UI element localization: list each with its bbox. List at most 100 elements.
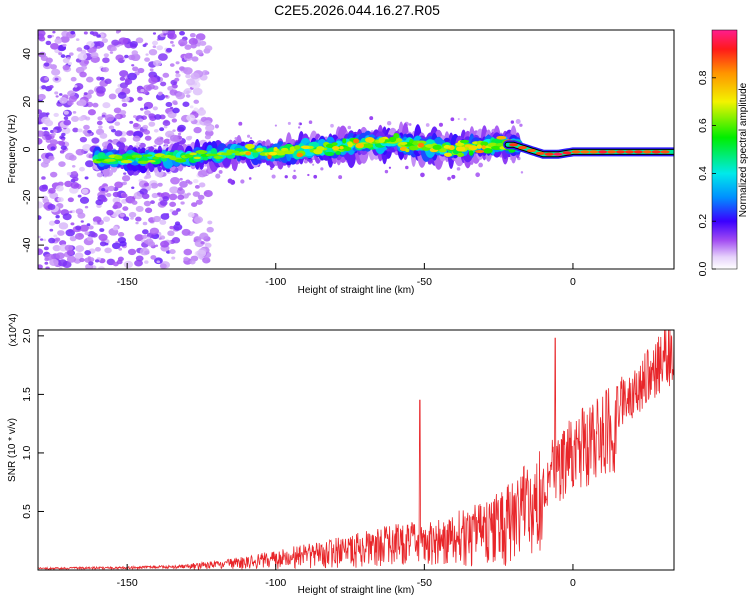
spectrogram-x-tick-label: -150 <box>117 276 138 288</box>
spectrogram-noise-cell <box>175 61 180 65</box>
spectrogram-noise-cell <box>44 253 54 261</box>
spectrogram-tone-peak <box>598 150 608 154</box>
spectrogram-noise-cell <box>190 43 197 49</box>
spectrogram-noise-cell <box>186 192 191 196</box>
spectrogram-noise-cell <box>42 238 47 242</box>
spectrogram-noise-cell <box>111 242 121 250</box>
spectrogram-noise-cell <box>82 129 90 135</box>
spectrogram-noise-cell <box>135 37 144 44</box>
spectrogram-noise-cell <box>64 244 74 252</box>
spectrogram-noise-cell <box>84 231 90 236</box>
spectrogram-noise-cell <box>112 191 120 198</box>
spectrogram-signal-cell <box>268 151 278 156</box>
spectrogram-noise-cell <box>151 40 158 46</box>
spectrogram-noise-cell <box>60 54 66 58</box>
spectrogram-noise-cell <box>123 216 130 222</box>
spectrogram-signal-cell <box>491 145 503 150</box>
spectrogram-panel: -150 -100 -50 0 -40 -20 0 20 40 Height of strai… <box>7 29 675 296</box>
spectrogram-noise-cell <box>153 128 159 133</box>
spectrogram-noise-cell <box>195 49 203 56</box>
spectrogram-noise-cell <box>38 201 44 209</box>
spectrogram-noise-cell <box>173 223 183 231</box>
spectrogram-noise-cell <box>330 123 334 128</box>
spectrogram-noise-cell <box>68 95 78 103</box>
snr-y-tick-label: 1.0 <box>21 445 33 460</box>
spectrogram-noise-cell <box>111 39 120 46</box>
spectrogram-noise-cell <box>169 134 179 142</box>
snr-x-label: Height of straight line (km) <box>298 585 415 596</box>
spectrogram-noise-cell <box>96 45 101 50</box>
spectrogram-noise-cell <box>114 181 123 189</box>
spectrogram-noise-cell <box>179 31 185 36</box>
spectrogram-x-tick-label: -50 <box>417 276 432 288</box>
spectrogram-noise-cell <box>388 166 392 169</box>
spectrogram-tone-peak <box>571 150 581 154</box>
spectrogram-noise-cell <box>72 176 79 182</box>
spectrogram-y-tick-label: 40 <box>21 48 33 60</box>
spectrogram-y-ticks: -40 -20 0 20 40 <box>21 48 44 253</box>
spectrogram-signal-cell <box>362 143 374 149</box>
spectrogram-signal-cell <box>468 145 478 151</box>
spectrogram-noise-cell <box>100 197 108 203</box>
spectrogram-signal-cell <box>135 154 143 159</box>
spectrogram-y-tick-label: 0 <box>21 146 33 152</box>
spectrogram-noise-cell <box>189 105 194 109</box>
spectrogram-noise-cell <box>131 186 135 189</box>
spectrogram-noise-cell <box>134 259 143 267</box>
spectrogram-noise-cell <box>188 37 198 46</box>
spectrogram-noise-cell <box>75 225 82 231</box>
spectrogram-noise-cell <box>72 170 78 175</box>
snr-x-tick-label: 0 <box>570 577 576 589</box>
spectrogram-noise-cell <box>131 64 135 67</box>
spectrogram-noise-cell <box>201 70 209 76</box>
spectrogram-noise-cell <box>38 137 43 145</box>
spectrogram-noise-cell <box>64 180 73 188</box>
spectrogram-signal-cell <box>481 145 486 150</box>
spectrogram-noise-cell <box>157 192 161 196</box>
spectrogram-noise-cell <box>165 47 173 53</box>
spectrogram-noise-cell <box>140 88 145 93</box>
spectrogram-noise-cell <box>95 199 104 206</box>
spectrogram-noise-cell <box>207 220 213 225</box>
spectrogram-noise-cell <box>147 83 155 90</box>
spectrogram-noise-cell <box>48 85 54 89</box>
spectrogram-noise-cell <box>164 94 168 98</box>
spectrogram-noise-cell <box>88 225 94 230</box>
spectrogram-noise-cell <box>197 194 205 200</box>
spectrogram-signal-cell <box>195 149 208 155</box>
spectrogram-noise-cell <box>79 196 90 204</box>
spectrogram-noise-cell <box>57 197 64 203</box>
spectrogram-signal-cell <box>137 160 149 165</box>
spectrogram-y-label: Frequency (Hz) <box>7 115 18 184</box>
spectrogram-noise-cell <box>70 222 75 226</box>
spectrogram-noise-cell <box>196 43 201 47</box>
spectrogram-noise-cell <box>78 233 83 237</box>
spectrogram-noise-cell <box>149 68 154 72</box>
spectrogram-noise-cell <box>54 77 59 81</box>
spectrogram-noise-cell <box>124 78 133 85</box>
spectrogram-noise-cell <box>144 110 151 116</box>
spectrogram-noise-cell <box>114 121 121 126</box>
spectrogram-noise-cell <box>144 260 149 264</box>
spectrogram-noise-cell <box>48 237 56 244</box>
spectrogram-noise-cell <box>67 90 76 97</box>
spectrogram-noise-cell <box>133 122 139 128</box>
spectrogram-noise-cell <box>197 169 208 178</box>
spectrogram-signal-cell <box>476 144 482 149</box>
spectrogram-noise-cell <box>121 175 131 182</box>
spectrogram-noise-cell <box>119 240 127 247</box>
spectrogram-noise-cell <box>57 140 62 145</box>
spectrogram-noise-cell <box>74 84 78 88</box>
spectrogram-noise-cell <box>447 176 451 181</box>
spectrogram-noise-cell <box>274 124 277 127</box>
spectrogram-noise-cell <box>204 124 214 132</box>
spectrogram-signal-cell <box>480 141 489 147</box>
spectrogram-noise-cell <box>99 132 108 139</box>
spectrogram-noise-cell <box>150 255 157 260</box>
spectrogram-noise-cell <box>51 68 61 76</box>
spectrogram-noise-cell <box>66 255 77 263</box>
spectrogram-signal-cell <box>332 146 340 151</box>
spectrogram-noise-cell <box>135 205 144 212</box>
spectrogram-noise-cell <box>43 246 49 251</box>
spectrogram-noise-cell <box>169 89 178 96</box>
